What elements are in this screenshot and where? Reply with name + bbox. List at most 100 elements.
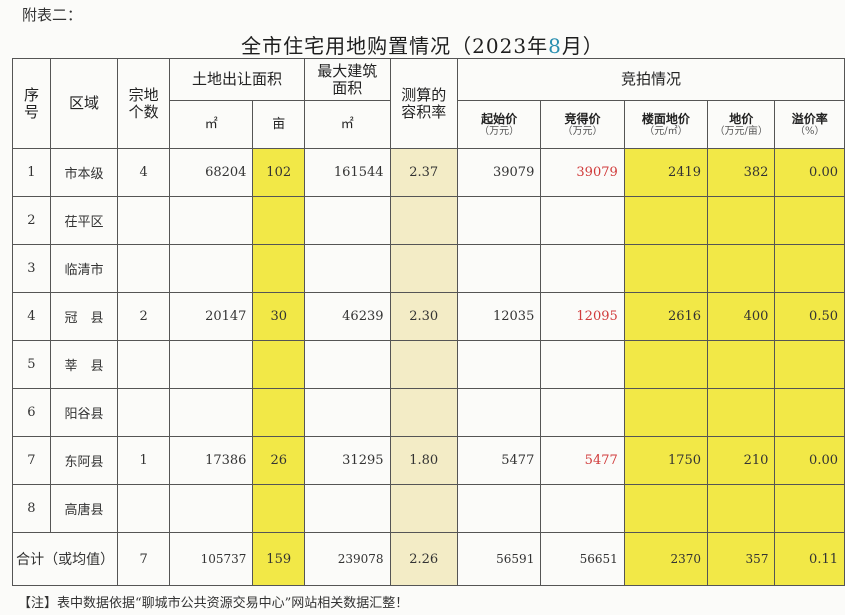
total-parcels: 7: [117, 532, 170, 586]
cell-parcels: [117, 196, 170, 245]
cell-area-m2: [168, 388, 254, 437]
header-floor-price: 楼面地价 （元/㎡）: [623, 100, 709, 149]
cell-parcels: [117, 340, 170, 389]
cell-region: 茌平区: [49, 196, 119, 245]
cell-area-m2: [168, 484, 254, 533]
title-suffix: 月）: [561, 34, 604, 58]
cell-start-price: [456, 244, 542, 293]
header-unit-mu: 亩: [252, 100, 305, 149]
cell-land-price: 400: [707, 292, 776, 341]
cell-far: 1.80: [389, 436, 458, 485]
table-row: 2 茌平区: [12, 196, 845, 245]
cell-build-area: 31295: [304, 436, 391, 485]
header-start-price: 起始价 （万元）: [456, 100, 542, 149]
cell-build-area: [304, 484, 391, 533]
cell-seq: 8: [12, 484, 51, 533]
cell-area-m2: 20147: [168, 292, 254, 341]
header-seq: 序号: [12, 58, 51, 149]
cell-final-price: [540, 340, 625, 389]
cell-floor-price: [623, 484, 709, 533]
cell-final-price: 12095: [540, 292, 625, 341]
total-land-price: 357: [707, 532, 776, 586]
cell-region: 东阿县: [49, 436, 119, 485]
cell-start-price: [456, 388, 542, 437]
total-premium: 0.11: [774, 532, 845, 586]
cell-premium: [774, 388, 845, 437]
cell-seq: 4: [12, 292, 51, 341]
total-area-mu: 159: [252, 532, 305, 586]
header-region: 区域: [49, 58, 119, 149]
cell-build-area: 46239: [304, 292, 391, 341]
cell-far: [389, 484, 458, 533]
cell-parcels: [117, 484, 170, 533]
cell-region: 临清市: [49, 244, 119, 293]
cell-build-area: [304, 244, 391, 293]
cell-land-price: 382: [707, 148, 776, 197]
table-row: 4 冠 县 2 20147 30 46239 2.30 12035 12095 …: [12, 292, 845, 341]
cell-area-mu: [252, 340, 305, 389]
cell-seq: 6: [12, 388, 51, 437]
cell-area-mu: 26: [252, 436, 305, 485]
cell-land-price: [707, 388, 776, 437]
total-floor-price: 2370: [623, 532, 709, 586]
header-max-build-area: 最大建筑面积: [304, 58, 391, 101]
header-premium: 溢价率 （%）: [774, 100, 845, 149]
header-final-price: 竞得价 （万元）: [540, 100, 625, 149]
cell-floor-price: [623, 196, 709, 245]
cell-premium: [774, 340, 845, 389]
header-unit-m2: ㎡: [168, 100, 254, 149]
cell-area-mu: [252, 244, 305, 293]
cell-floor-price: 1750: [623, 436, 709, 485]
cell-region: 阳谷县: [49, 388, 119, 437]
table-row: 8 高唐县: [12, 484, 845, 533]
table-row: 7 东阿县 1 17386 26 31295 1.80 5477 5477 17…: [12, 436, 845, 485]
cell-start-price: [456, 484, 542, 533]
cell-final-price: [540, 196, 625, 245]
cell-far: [389, 196, 458, 245]
cell-start-price: [456, 340, 542, 389]
title-prefix: 全市住宅用地购置情况（2023年: [241, 34, 549, 58]
cell-floor-price: 2419: [623, 148, 709, 197]
cell-premium: 0.50: [774, 292, 845, 341]
cell-land-price: [707, 244, 776, 293]
page-title: 全市住宅用地购置情况（2023年8月）: [0, 30, 845, 59]
cell-parcels: [117, 244, 170, 293]
total-label: 合计（或均值）: [11, 532, 119, 586]
total-final-price: 56651: [540, 532, 625, 586]
total-start-price: 56591: [456, 532, 542, 586]
cell-build-area: [304, 388, 391, 437]
cell-land-price: 210: [707, 436, 776, 485]
cell-final-price: [540, 484, 625, 533]
cell-start-price: [456, 196, 542, 245]
cell-area-m2: [168, 244, 254, 293]
cell-land-price: [707, 340, 776, 389]
cell-final-price: 5477: [540, 436, 625, 485]
cell-region: 冠 县: [49, 292, 119, 341]
annex-label: 附表二：: [22, 6, 83, 24]
cell-region: 市本级: [49, 148, 119, 197]
cell-seq: 5: [12, 340, 51, 389]
cell-parcels: [117, 388, 170, 437]
cell-area-m2: 17386: [168, 436, 254, 485]
cell-far: [389, 340, 458, 389]
cell-area-m2: 68204: [168, 148, 254, 197]
land-purchase-table: 序号 区域 宗地个数 土地出让面积 最大建筑面积 测算的容积率 竞拍情况 ㎡ 亩…: [11, 58, 845, 586]
cell-far: 2.37: [389, 148, 458, 197]
cell-seq: 7: [12, 436, 51, 485]
cell-seq: 3: [12, 244, 51, 293]
cell-area-mu: [252, 484, 305, 533]
cell-seq: 2: [12, 196, 51, 245]
cell-premium: [774, 244, 845, 293]
header-parcels: 宗地个数: [117, 58, 170, 149]
table-row: 3 临清市: [12, 244, 845, 293]
cell-start-price: 5477: [456, 436, 542, 485]
cell-floor-price: [623, 244, 709, 293]
cell-premium: [774, 196, 845, 245]
cell-area-m2: [168, 340, 254, 389]
cell-build-area: [304, 196, 391, 245]
cell-seq: 1: [12, 148, 51, 197]
table-row: 1 市本级 4 68204 102 161544 2.37 39079 3907…: [12, 148, 845, 197]
header-land-price: 地价 （万元/亩）: [707, 100, 776, 149]
cell-start-price: 39079: [456, 148, 542, 197]
cell-floor-price: [623, 340, 709, 389]
